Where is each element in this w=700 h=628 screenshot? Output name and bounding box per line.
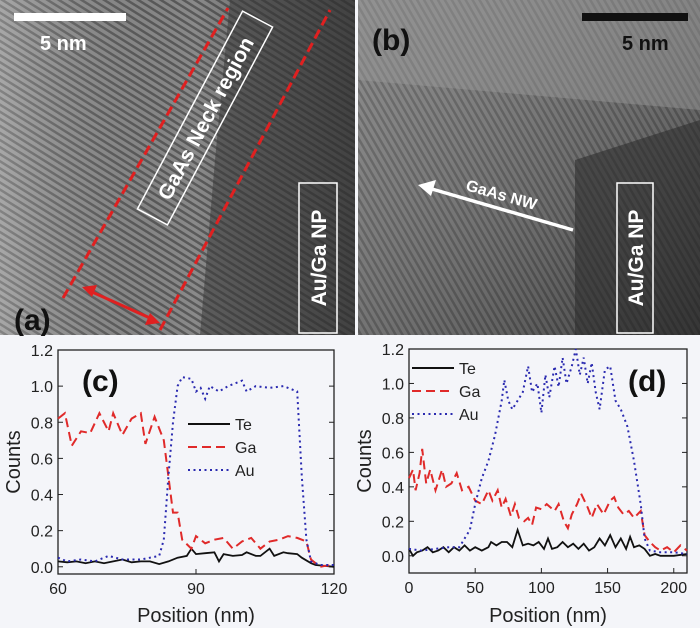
panel-label: (d) <box>628 365 666 398</box>
plot-frame <box>408 348 688 574</box>
chart-c: 60 90 120 0.0 0.2 0.4 0.6 0.8 1.0 1.2 Position (nm… <box>3 343 347 627</box>
scale-bar-label-a: 5 nm <box>40 33 87 55</box>
y-tick-label: 0.0 <box>382 549 404 566</box>
y-tick-label: 0.6 <box>31 451 53 468</box>
y-tick-label: 1.2 <box>31 343 53 360</box>
np-box-a: Au/Ga NP <box>298 182 338 334</box>
y-tick-label: 0.6 <box>382 445 404 462</box>
series-line-ga <box>408 448 688 554</box>
series-line-te <box>408 526 688 558</box>
x-tick-label: 90 <box>187 581 205 598</box>
tem-image-a: 5 nm GaAs Neck region Au/Ga NP (a) <box>0 0 355 337</box>
x-tick-label: 50 <box>466 580 484 597</box>
x-axis-label: Position (nm) <box>489 605 607 627</box>
legend-label-au: Au <box>235 463 255 480</box>
x-tick-label: 150 <box>594 580 621 597</box>
legend-label-te: Te <box>235 417 252 434</box>
y-tick-label: 0.4 <box>382 480 404 497</box>
tem-image-b: (b) 5 nm GaAs NW Au/Ga NP <box>358 0 700 335</box>
y-tick-label: 1.0 <box>31 379 53 396</box>
double-arrow <box>82 285 160 325</box>
chart-d: 0 50 100 150 200 0.0 0.2 0.4 0.6 0.8 1.0 1.2 Positio… <box>354 342 688 627</box>
y-tick-label: 0.8 <box>31 415 53 432</box>
y-axis-label: Counts <box>3 430 25 493</box>
y-tick-label: 0.4 <box>31 488 53 505</box>
x-tick-label: 60 <box>49 581 67 598</box>
legend-label-au: Au <box>459 407 479 424</box>
np-box-b: Au/Ga NP <box>616 182 654 334</box>
boundary-line-right <box>158 9 332 331</box>
np-label-a: Au/Ga NP <box>308 210 331 307</box>
nw-arrow <box>418 180 574 232</box>
np-label-b: Au/Ga NP <box>625 210 648 307</box>
series-line-au <box>408 348 688 555</box>
panel-label-a: (a) <box>14 304 51 337</box>
y-tick-label: 0.2 <box>31 524 53 541</box>
series-line-au <box>57 375 334 566</box>
y-tick-label: 0.0 <box>31 560 53 577</box>
series-line-te <box>57 547 335 568</box>
y-tick-label: 0.8 <box>382 411 404 428</box>
y-tick-label: 1.2 <box>382 342 404 359</box>
x-tick-label: 120 <box>321 581 348 598</box>
legend-label-te: Te <box>459 361 476 378</box>
scale-bar-label-b: 5 nm <box>622 33 669 55</box>
y-tick-label: 1.0 <box>382 376 404 393</box>
panel-label: (c) <box>82 365 119 398</box>
y-axis-label: Counts <box>354 429 376 492</box>
series-line-ga <box>57 410 335 568</box>
x-tick-label: 100 <box>528 580 555 597</box>
y-tick-label: 0.2 <box>382 514 404 531</box>
boundary-line-left <box>61 7 230 299</box>
x-axis-label: Position (nm) <box>137 605 255 627</box>
legend-label-ga: Ga <box>235 440 256 457</box>
panel-label-b: (b) <box>372 24 410 57</box>
x-tick-label: 0 <box>405 580 414 597</box>
x-tick-label: 200 <box>660 580 687 597</box>
legend-label-ga: Ga <box>459 384 480 401</box>
